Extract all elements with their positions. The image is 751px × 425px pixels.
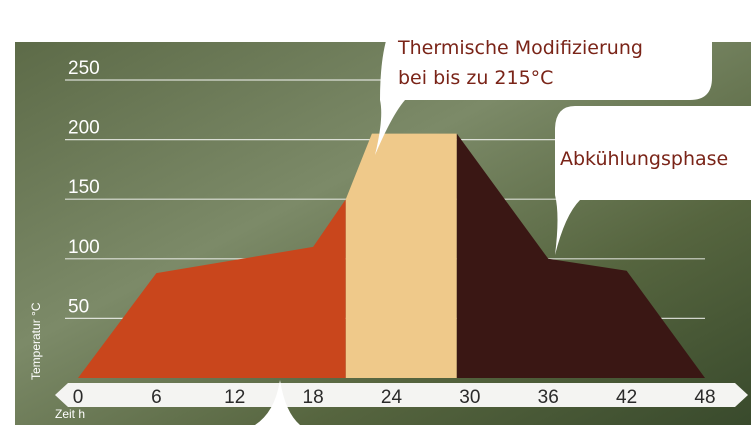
x-tick-label: 24 — [381, 387, 403, 408]
x-tick-label: 18 — [303, 387, 324, 408]
phase-area — [346, 134, 457, 378]
x-axis-label: Zeit h — [55, 407, 85, 421]
y-tick-label: 150 — [68, 177, 100, 198]
x-tick-label: 0 — [73, 387, 84, 408]
x-tick-label: 36 — [538, 387, 559, 408]
y-tick-label: 100 — [68, 237, 100, 258]
y-tick-label: 50 — [68, 296, 89, 317]
y-tick-label: 200 — [68, 118, 100, 139]
x-tick-label: 6 — [151, 387, 162, 408]
callout-text: Thermische Modifizierung — [397, 37, 643, 59]
callout-text: bei bis zu 215°C — [398, 67, 553, 89]
x-tick-label: 12 — [224, 387, 245, 408]
y-axis-label: Temperatur °C — [29, 302, 43, 380]
x-tick-label: 42 — [616, 387, 637, 408]
callout-text: Abkühlungsphase — [560, 148, 728, 170]
x-tick-label: 30 — [459, 387, 480, 408]
y-tick-label: 250 — [68, 58, 100, 79]
x-tick-label: 48 — [694, 387, 715, 408]
chart: 50 100 150 200 250 0 6 12 18 24 30 36 42 48 Zeit h T… — [0, 0, 751, 425]
